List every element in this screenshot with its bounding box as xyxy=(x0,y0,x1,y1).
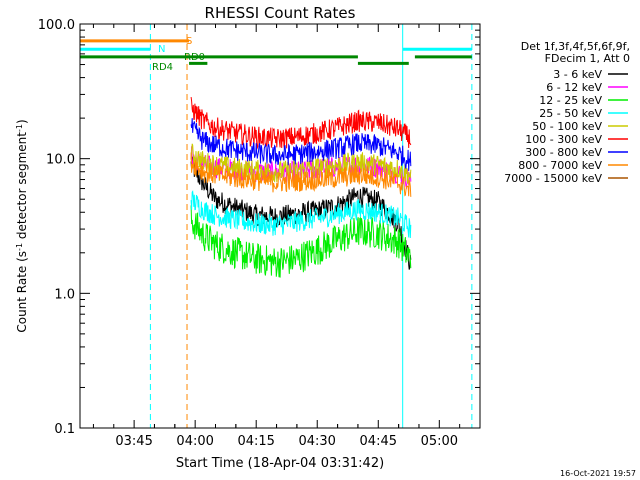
annotation-bar-label: RD4 xyxy=(152,62,173,73)
series-line xyxy=(190,97,412,150)
y-axis-label-part-1: Count Rate (s xyxy=(15,251,29,333)
y-axis-label-part-2: detector segment xyxy=(15,132,29,243)
y-axis-label-part-3: ) xyxy=(15,119,29,124)
x-tick-label: 04:45 xyxy=(360,434,397,449)
y-axis-label: Count Rate (s-1 detector segment-1) xyxy=(15,119,30,332)
annotation-bars: S N RD0 RD4 xyxy=(80,36,472,73)
annotation-bar-label: RD0 xyxy=(184,52,205,63)
x-tick-label: 04:15 xyxy=(237,434,274,449)
series-lines xyxy=(190,97,412,278)
legend-entry-label: 3 - 6 keV xyxy=(553,68,602,81)
x-axis-label: Start Time (18-Apr-04 03:31:42) xyxy=(176,456,384,471)
x-tick-label: 04:30 xyxy=(298,434,335,449)
y-tick-label: 1.0 xyxy=(54,287,75,302)
legend-header-line: FDecim 1, Att 0 xyxy=(545,52,630,65)
legend-entry-label: 300 - 800 keV xyxy=(525,146,602,159)
chart-title: RHESSI Count Rates xyxy=(205,4,356,22)
x-tick-label: 05:00 xyxy=(421,434,458,449)
series-line xyxy=(190,118,412,171)
footer-timestamp: 16-Oct-2021 19:57 xyxy=(560,469,636,478)
legend-entry-label: 800 - 7000 keV xyxy=(518,159,602,172)
annotation-bar-label: N xyxy=(158,44,165,55)
plot-frame xyxy=(79,23,481,429)
legend-entry-label: 25 - 50 keV xyxy=(539,107,602,120)
series-line xyxy=(190,205,412,278)
series-line xyxy=(190,190,412,239)
y-axis-label-sup-1: -1 xyxy=(15,243,24,251)
y-tick-label: 0.1 xyxy=(54,422,75,437)
legend-entry-label: 6 - 12 keV xyxy=(546,81,602,94)
y-tick-label: 100.0 xyxy=(38,18,75,33)
x-tick-label: 04:00 xyxy=(176,434,213,449)
y-axis-label-sup-2: -1 xyxy=(15,124,24,132)
series-line xyxy=(190,152,412,197)
series-line xyxy=(190,143,412,184)
y-tick-label: 10.0 xyxy=(46,153,75,168)
axes: 03:45 04:00 04:15 04:30 04:45 05:00 0.1 1.0 10.0… xyxy=(38,18,480,449)
legend-entry-label: 12 - 25 keV xyxy=(539,94,602,107)
annotation-bar-label: S xyxy=(186,36,192,47)
legend-entry-label: 7000 - 15000 keV xyxy=(504,172,602,185)
x-tick-label: 03:45 xyxy=(115,434,152,449)
legend-entry-label: 50 - 100 keV xyxy=(532,120,602,133)
legend-entry-label: 100 - 300 keV xyxy=(525,133,602,146)
legend: Det 1f,3f,4f,5f,6f,9f,FDecim 1, Att 0 3 -… xyxy=(504,40,630,185)
legend-header-line: Det 1f,3f,4f,5f,6f,9f, xyxy=(521,40,630,53)
